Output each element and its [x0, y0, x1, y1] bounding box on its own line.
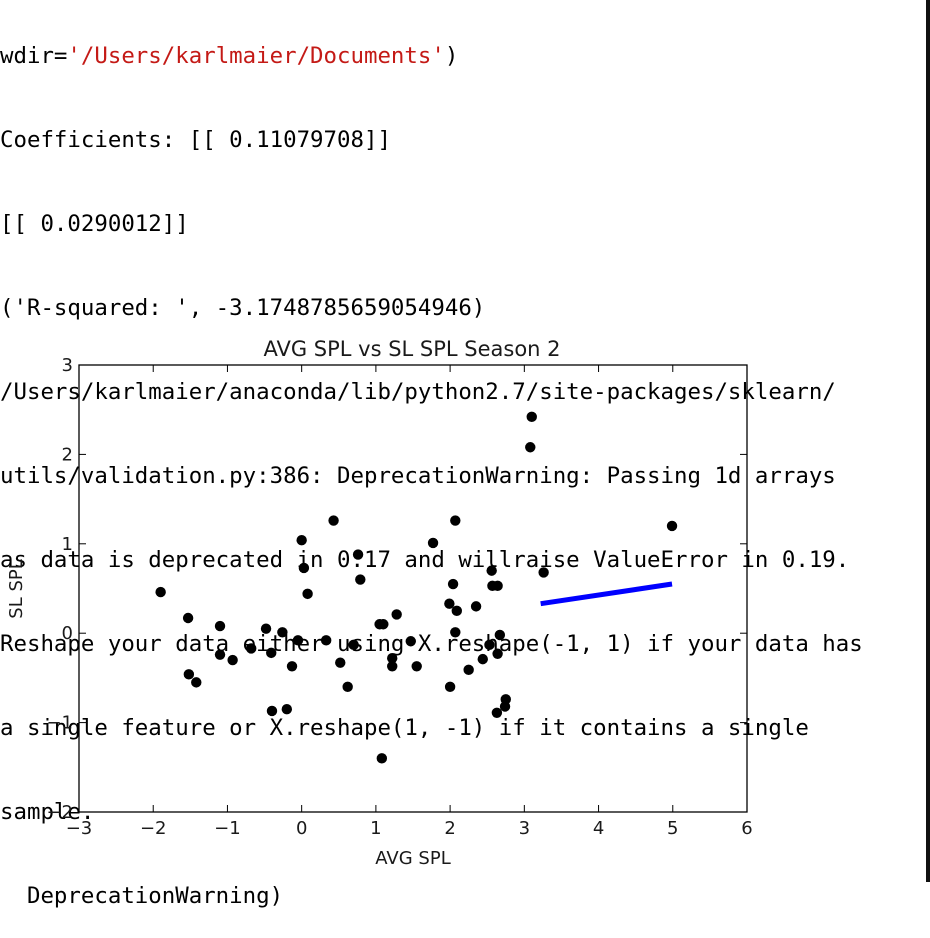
console-line-7: Reshape your data either using X.reshape… [0, 631, 863, 657]
data-point [292, 635, 304, 646]
x-tick-label: −2 [140, 818, 167, 839]
data-point [355, 574, 366, 585]
data-point [491, 707, 503, 718]
data-point [470, 601, 482, 612]
x-tick-label: 2 [444, 818, 455, 839]
y-tick-label: 2 [62, 444, 73, 465]
regression-line-group [540, 581, 673, 607]
window-scrollbar[interactable] [926, 0, 930, 882]
data-point [183, 669, 195, 680]
data-point [450, 515, 461, 526]
y-tick-label: 1 [62, 534, 73, 555]
data-point [320, 635, 332, 646]
console-line-6: as data is deprecated in 0.17 and willra… [0, 547, 850, 573]
data-point [277, 627, 288, 638]
data-point [494, 629, 506, 641]
x-tick-label: 6 [741, 818, 752, 839]
y-tick-label: 0 [62, 623, 73, 644]
x-tick-label: 4 [593, 818, 604, 839]
data-point [266, 647, 277, 659]
console-line-5: utils/validation.py:386: DeprecationWarn… [0, 463, 836, 489]
data-point [298, 562, 310, 574]
data-point [477, 653, 488, 665]
console-line-3: ('R-squared: ', -3.1748785659054946) [0, 295, 486, 321]
data-point [214, 620, 226, 632]
data-point [302, 588, 313, 600]
data-point [260, 623, 272, 634]
data-point [463, 664, 474, 676]
x-tick-label: 3 [519, 818, 530, 839]
data-point [335, 657, 346, 668]
scatter-points [155, 411, 678, 764]
data-point [666, 520, 678, 532]
data-point [405, 636, 416, 647]
data-point [266, 705, 278, 717]
x-tick-label: 5 [667, 818, 678, 839]
console-line-4: /Users/karlmaier/anaconda/lib/python2.7/… [0, 379, 836, 405]
data-point [191, 677, 202, 688]
data-point [484, 639, 495, 651]
data-point [328, 515, 339, 526]
x-tick-label: 1 [370, 818, 381, 839]
data-point [538, 567, 549, 578]
data-point [451, 605, 462, 617]
data-point [450, 627, 461, 638]
data-point [486, 565, 497, 576]
y-tick-label: −1 [46, 713, 73, 734]
x-axis-label: AVG SPL [375, 848, 450, 869]
y-axis-label: SL SPL [6, 559, 27, 618]
data-point [182, 612, 194, 624]
data-point [296, 535, 307, 546]
x-tick-label: −1 [214, 818, 241, 839]
data-point [387, 661, 398, 672]
data-point [376, 753, 388, 764]
data-point [342, 681, 353, 693]
data-point [444, 681, 456, 693]
data-point [525, 442, 536, 453]
data-point [427, 537, 439, 549]
plot-frame [78, 364, 748, 813]
data-point [378, 619, 389, 630]
axis-ticks [78, 364, 748, 813]
data-point [245, 643, 257, 654]
x-tick-label: −3 [66, 818, 93, 839]
console-line-1: Coefficients: [[ 0.11079708]] [0, 127, 391, 153]
data-point [526, 411, 537, 423]
data-point [348, 639, 359, 651]
data-point [286, 661, 298, 672]
data-point [155, 586, 166, 598]
console-line-8: a single feature or X.reshape(1, -1) if … [0, 715, 809, 741]
y-tick-label: 3 [62, 355, 73, 376]
chart-title: AVG SPL vs SL SPL Season 2 [263, 337, 560, 361]
data-point [411, 661, 422, 672]
y-tick-label: −2 [46, 802, 73, 823]
data-point [444, 598, 455, 609]
data-point [492, 648, 503, 659]
console-line-10: DeprecationWarning) [0, 883, 284, 909]
data-point [500, 694, 511, 705]
data-point [391, 609, 402, 620]
console-line-2: [[ 0.0290012]] [0, 211, 189, 237]
data-point [387, 653, 398, 664]
console-line-0: wdir='/Users/karlmaier/Documents') [0, 43, 459, 69]
data-point [214, 649, 226, 660]
data-point [281, 703, 293, 715]
data-point [447, 578, 459, 590]
x-tick-label: 0 [296, 818, 307, 839]
data-point [227, 654, 238, 666]
data-point [492, 580, 503, 592]
data-point [352, 549, 364, 560]
regression-line [540, 581, 673, 607]
scatter-chart: AVG SPL vs SL SPL Season 2 −3 −2 −1 0 1 2 3 4 5 6… [6, 337, 753, 869]
